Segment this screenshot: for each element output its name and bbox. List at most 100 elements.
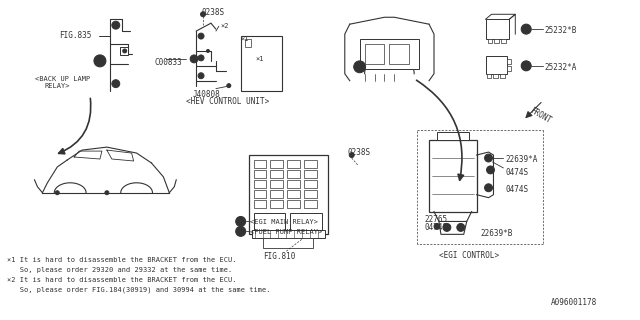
Bar: [287, 200, 300, 208]
Bar: [304, 180, 317, 188]
Text: <EGI MAIN RELAY>: <EGI MAIN RELAY>: [250, 220, 317, 226]
Bar: [248, 155, 328, 234]
Text: 2: 2: [524, 66, 527, 71]
Bar: [304, 200, 317, 208]
Text: 0238S: 0238S: [348, 148, 371, 157]
Bar: [287, 180, 300, 188]
Text: FIG.810: FIG.810: [264, 252, 296, 261]
Text: 0474S: 0474S: [424, 223, 447, 232]
Text: A096001178: A096001178: [551, 298, 598, 307]
Text: 22765: 22765: [424, 214, 447, 224]
Bar: [271, 200, 284, 208]
Circle shape: [123, 49, 127, 53]
Text: 2: 2: [238, 231, 241, 236]
Bar: [304, 190, 317, 198]
Text: ×2: ×2: [221, 23, 229, 29]
Bar: [287, 160, 300, 168]
Circle shape: [487, 186, 490, 189]
Bar: [271, 160, 284, 168]
Circle shape: [521, 24, 531, 34]
Bar: [486, 56, 508, 74]
Bar: [253, 200, 266, 208]
Circle shape: [55, 191, 60, 195]
Bar: [486, 19, 509, 39]
Text: <EGI CONTROL>: <EGI CONTROL>: [439, 251, 499, 260]
Text: ×2 It is hard to disassemble the BRACKET from the ECU.: ×2 It is hard to disassemble the BRACKET…: [7, 277, 236, 283]
Circle shape: [105, 191, 109, 195]
Circle shape: [198, 73, 204, 79]
Text: RELAY>: RELAY>: [44, 83, 70, 89]
Circle shape: [443, 223, 451, 231]
Circle shape: [236, 227, 246, 236]
Text: ×1: ×1: [255, 56, 264, 62]
Text: ×1: ×1: [241, 36, 249, 42]
Bar: [493, 74, 499, 78]
Bar: [253, 190, 266, 198]
Circle shape: [354, 61, 365, 73]
Text: 1: 1: [238, 221, 241, 227]
Bar: [508, 66, 511, 71]
Circle shape: [521, 61, 531, 71]
Circle shape: [486, 166, 495, 174]
Text: 1: 1: [524, 29, 527, 34]
Bar: [304, 170, 317, 178]
Text: FRONT: FRONT: [528, 106, 553, 125]
Bar: [508, 59, 511, 64]
Bar: [488, 39, 493, 43]
Bar: [437, 132, 468, 140]
Circle shape: [434, 223, 440, 229]
Bar: [253, 212, 285, 230]
Circle shape: [198, 33, 204, 39]
Bar: [365, 44, 385, 64]
Text: <HEV CONTROL UNIT>: <HEV CONTROL UNIT>: [186, 97, 269, 106]
Bar: [271, 180, 284, 188]
Text: 22639*A: 22639*A: [506, 155, 538, 164]
Bar: [304, 160, 317, 168]
Text: 0238S: 0238S: [201, 8, 224, 17]
Circle shape: [436, 225, 438, 228]
Circle shape: [190, 55, 198, 63]
Bar: [120, 47, 128, 55]
Text: J40808: J40808: [193, 90, 221, 99]
Bar: [287, 170, 300, 178]
Circle shape: [484, 154, 493, 162]
Circle shape: [484, 184, 493, 192]
Bar: [252, 230, 325, 238]
Bar: [244, 39, 251, 47]
Circle shape: [198, 55, 204, 61]
Bar: [271, 170, 284, 178]
Text: C00833: C00833: [154, 58, 182, 67]
Bar: [291, 212, 322, 230]
Circle shape: [207, 50, 209, 52]
Text: 0474S: 0474S: [506, 168, 529, 177]
Text: <FUEL PUMP RELAY>: <FUEL PUMP RELAY>: [250, 229, 322, 236]
Bar: [253, 180, 266, 188]
Bar: [486, 74, 492, 78]
Circle shape: [112, 21, 120, 29]
Bar: [360, 39, 419, 69]
Circle shape: [487, 156, 490, 159]
Circle shape: [457, 223, 465, 231]
Text: So, please order FIG.184(30919) and 30994 at the same time.: So, please order FIG.184(30919) and 3099…: [7, 287, 270, 293]
Circle shape: [349, 153, 354, 157]
Circle shape: [445, 226, 449, 229]
Bar: [287, 190, 300, 198]
Circle shape: [94, 55, 106, 67]
Bar: [429, 140, 477, 212]
Bar: [271, 190, 284, 198]
Circle shape: [227, 84, 231, 88]
Circle shape: [236, 217, 246, 227]
Circle shape: [112, 80, 120, 88]
Bar: [500, 74, 506, 78]
Circle shape: [200, 12, 205, 17]
Bar: [253, 160, 266, 168]
Text: 25232*B: 25232*B: [544, 26, 577, 35]
Text: <BACK UP LAMP: <BACK UP LAMP: [35, 76, 90, 82]
Bar: [264, 238, 313, 248]
Bar: [495, 39, 499, 43]
Bar: [253, 170, 266, 178]
Circle shape: [192, 57, 196, 61]
Text: So, please order 29320 and 29332 at the same time.: So, please order 29320 and 29332 at the …: [7, 267, 232, 273]
Circle shape: [489, 168, 492, 172]
Text: 0474S: 0474S: [506, 185, 529, 194]
